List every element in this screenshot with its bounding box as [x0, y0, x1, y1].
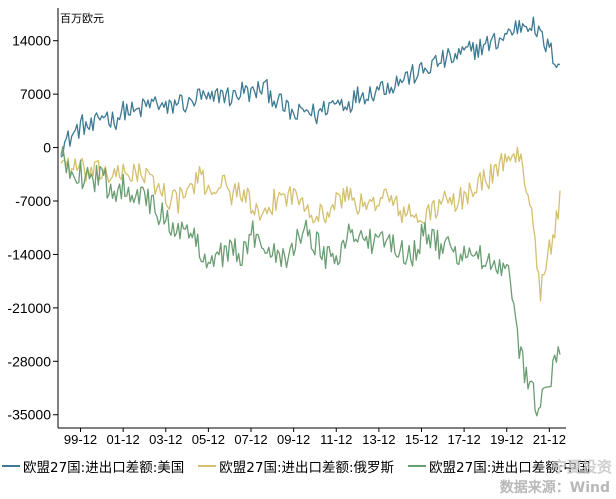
x-tick-label: 11-12 [320, 432, 352, 447]
series-line-russia [60, 146, 561, 302]
y-tick-label: -35000 [7, 407, 51, 423]
legend-item-us: 欧盟27国:进出口差额:美国 [2, 456, 184, 476]
x-tick-label: 21-12 [533, 432, 566, 447]
series-line-us [60, 16, 561, 158]
y-axis-unit: 百万欧元 [60, 12, 104, 25]
x-tick-label: 99-12 [64, 432, 97, 447]
y-tick-label: -28000 [7, 353, 51, 369]
x-tick-label: 09-12 [277, 432, 310, 447]
y-tick-label: 7000 [20, 86, 51, 102]
source-note: 数据来源：Wind [499, 480, 610, 496]
y-tick-label: 14000 [12, 33, 51, 49]
legend: 欧盟27国:进出口差额:美国 欧盟27国:进出口差额:俄罗斯 欧盟27国:进出口… [0, 454, 616, 478]
y-tick-label: -7000 [15, 193, 51, 209]
legend-swatch-russia [198, 465, 217, 467]
x-tick-label: 03-12 [149, 432, 182, 447]
series-lines [60, 16, 561, 417]
tick-labels: 百万欧元 14000 7000 0 -7000 -14000 -21000 -28000 -35… [7, 12, 566, 447]
y-tick-label: -14000 [7, 246, 51, 262]
x-tick-label: 01-12 [107, 432, 140, 447]
y-tick-label: 0 [43, 140, 51, 156]
legend-swatch-china [408, 465, 427, 467]
y-tick-label: -21000 [7, 300, 51, 316]
legend-label-russia: 欧盟27国:进出口差额:俄罗斯 [219, 460, 395, 476]
x-tick-label: 15-12 [405, 432, 438, 447]
x-tick-label: 13-12 [362, 432, 395, 447]
x-tick-label: 07-12 [234, 432, 267, 447]
x-tick-label: 17-12 [447, 432, 480, 447]
x-tick-label: 19-12 [490, 432, 523, 447]
legend-swatch-us [2, 465, 20, 467]
chart-area: 百万欧元 14000 7000 0 -7000 -14000 -21000 -28000 -35… [7, 8, 566, 447]
legend-item-china: 欧盟27国:进出口差额:中国 [408, 456, 590, 476]
legend-label-us: 欧盟27国:进出口差额:美国 [23, 460, 185, 476]
x-tick-label: 05-12 [192, 432, 225, 447]
legend-item-russia: 欧盟27国:进出口差额:俄罗斯 [198, 456, 394, 476]
legend-label-china: 欧盟27国:进出口差额:中国 [429, 460, 591, 476]
axes [53, 8, 566, 432]
watermark-logo: 宁夏投资 [551, 458, 612, 476]
series-line-china [60, 146, 561, 417]
